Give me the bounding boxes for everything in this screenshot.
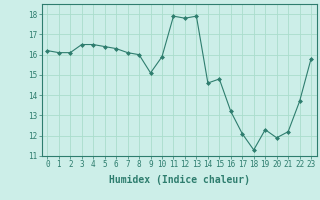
- X-axis label: Humidex (Indice chaleur): Humidex (Indice chaleur): [109, 175, 250, 185]
